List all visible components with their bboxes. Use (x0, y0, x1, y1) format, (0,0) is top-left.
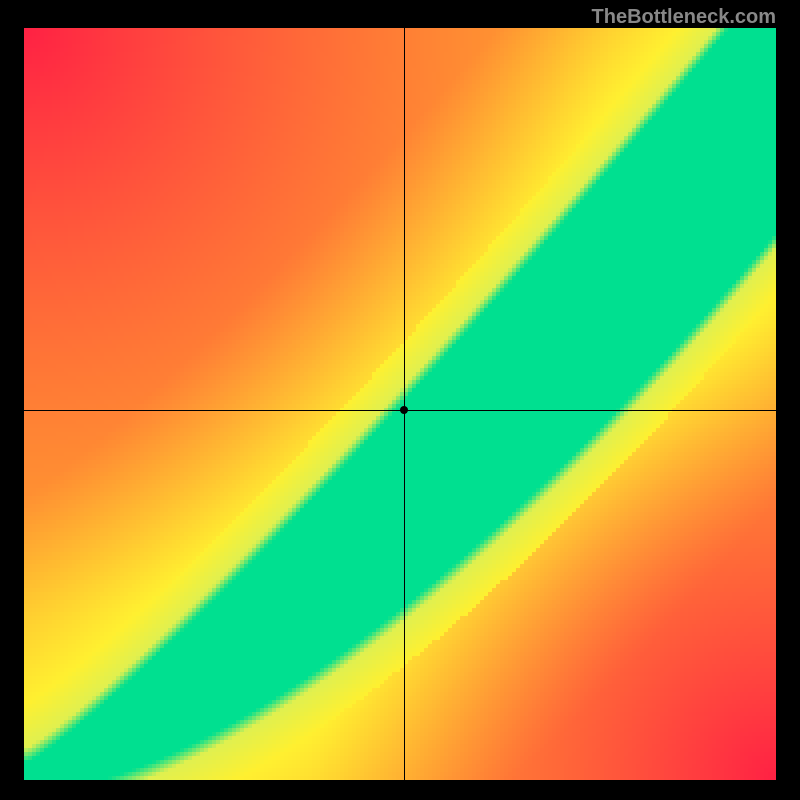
watermark-text: TheBottleneck.com (592, 6, 776, 29)
heatmap-canvas (24, 28, 776, 780)
crosshair-vertical (404, 28, 405, 780)
plot-area (24, 28, 776, 780)
chart-container: TheBottleneck.com (0, 0, 800, 800)
data-point-marker (400, 406, 408, 414)
